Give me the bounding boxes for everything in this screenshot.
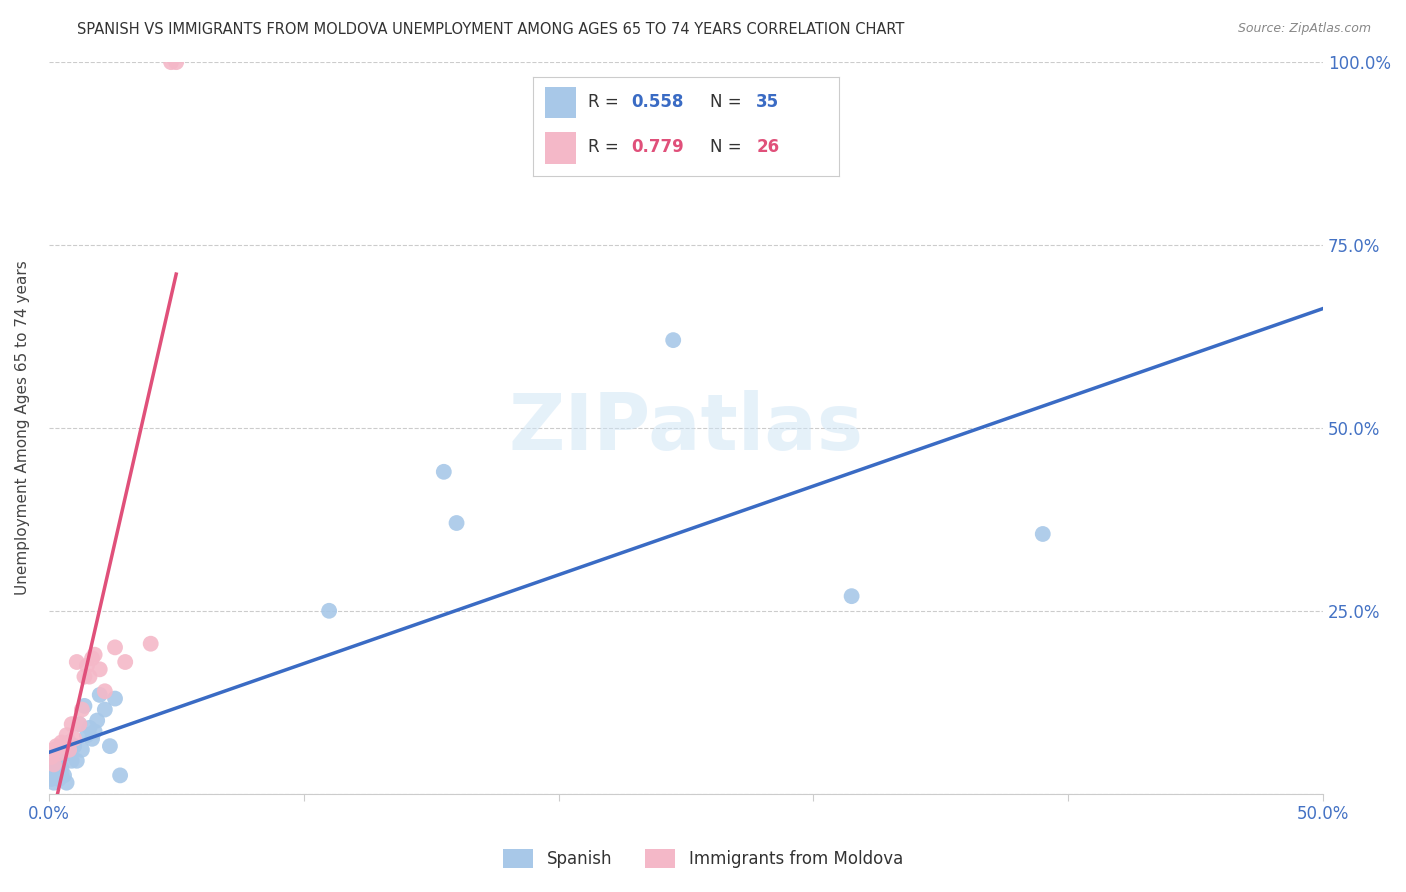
Point [73, 698, 96, 713]
Point [1032, 527, 1054, 541]
Point [318, 604, 340, 618]
Point [42, 775, 65, 789]
Y-axis label: Unemployment Among Ages 65 to 74 years: Unemployment Among Ages 65 to 74 years [15, 260, 30, 595]
Point [79, 721, 101, 735]
Text: Source: ZipAtlas.com: Source: ZipAtlas.com [1237, 22, 1371, 36]
Point [51, 735, 73, 749]
Point [67, 717, 90, 731]
Point [51, 768, 73, 782]
Point [94, 684, 117, 698]
Point [841, 589, 863, 603]
Point [42, 757, 65, 772]
Point [446, 516, 468, 530]
Point [42, 764, 65, 779]
Point [51, 761, 73, 775]
Point [104, 640, 127, 655]
Point [60, 717, 83, 731]
Point [662, 333, 685, 347]
Point [63, 731, 86, 746]
Point [73, 670, 96, 684]
Point [45, 757, 67, 772]
Point [66, 655, 89, 669]
Point [55, 747, 77, 761]
Point [104, 691, 127, 706]
Point [39, 772, 62, 786]
Point [42, 743, 65, 757]
Point [45, 739, 67, 753]
Point [76, 728, 98, 742]
Point [48, 772, 70, 786]
Point [66, 754, 89, 768]
Point [89, 662, 111, 676]
Point [58, 743, 80, 757]
Point [45, 768, 67, 782]
Point [58, 735, 80, 749]
Point [114, 655, 136, 669]
Point [48, 761, 70, 775]
Point [60, 754, 83, 768]
Point [63, 739, 86, 753]
Point [53, 768, 76, 782]
Point [94, 702, 117, 716]
Point [48, 747, 70, 761]
Point [79, 670, 101, 684]
Point [139, 637, 162, 651]
Point [53, 739, 76, 753]
Point [55, 728, 77, 742]
Legend: Spanish, Immigrants from Moldova: Spanish, Immigrants from Moldova [496, 842, 910, 875]
Point [39, 750, 62, 764]
Point [86, 714, 108, 728]
Text: ZIPatlas: ZIPatlas [509, 390, 863, 466]
Point [76, 658, 98, 673]
Point [70, 743, 93, 757]
Point [70, 702, 93, 716]
Point [80, 731, 103, 746]
Point [83, 648, 105, 662]
Point [67, 717, 90, 731]
Point [165, 55, 187, 70]
Point [83, 724, 105, 739]
Point [55, 775, 77, 789]
Text: SPANISH VS IMMIGRANTS FROM MOLDOVA UNEMPLOYMENT AMONG AGES 65 TO 74 YEARS CORREL: SPANISH VS IMMIGRANTS FROM MOLDOVA UNEMP… [77, 22, 904, 37]
Point [108, 768, 131, 782]
Point [433, 465, 456, 479]
Point [80, 651, 103, 665]
Point [98, 739, 121, 753]
Point [89, 688, 111, 702]
Point [160, 55, 183, 70]
